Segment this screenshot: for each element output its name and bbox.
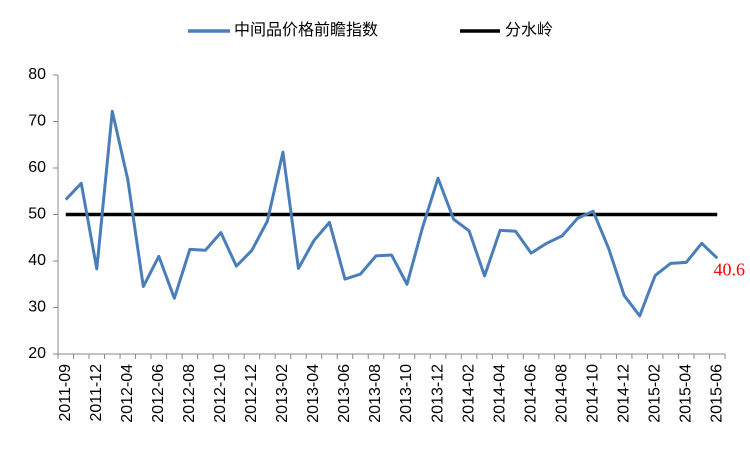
y-tick-label: 80 <box>28 66 46 83</box>
x-tick-label: 2014-04 <box>491 364 508 423</box>
y-tick-label: 40 <box>28 252 46 269</box>
x-tick-label: 2012-08 <box>181 364 198 423</box>
y-tick-label: 50 <box>28 206 46 223</box>
x-tick-label: 2011-12 <box>88 364 105 422</box>
data-label: 40.6 <box>714 259 746 279</box>
x-tick-label: 2014-06 <box>522 364 539 423</box>
x-tick-label: 2013-12 <box>429 364 446 423</box>
x-tick-label: 2014-10 <box>584 364 601 423</box>
x-tick-label: 2014-12 <box>615 364 632 423</box>
x-tick-label: 2013-08 <box>367 364 384 423</box>
x-tick-label: 2013-04 <box>305 364 322 423</box>
x-tick-label: 2012-12 <box>243 364 260 423</box>
x-tick-label: 2012-06 <box>150 364 167 423</box>
y-tick-label: 60 <box>28 159 46 176</box>
x-tick-label: 2012-10 <box>212 364 229 423</box>
data-line <box>64 109 719 318</box>
y-tick-label: 70 <box>28 113 46 130</box>
x-tick-label: 2012-04 <box>119 364 136 423</box>
x-tick-label: 2014-08 <box>553 364 570 423</box>
x-tick-label: 2015-04 <box>677 364 694 423</box>
x-tick-label: 2013-02 <box>274 364 291 423</box>
x-tick-label: 2015-02 <box>646 364 663 423</box>
x-tick-label: 2015-06 <box>708 364 725 423</box>
legend-label: 分水岭 <box>505 21 553 39</box>
x-tick-label: 2011-09 <box>57 364 74 422</box>
x-tick-label: 2013-10 <box>398 364 415 423</box>
legend-label: 中间品价格前瞻指数 <box>234 21 378 39</box>
y-tick-label: 30 <box>28 299 46 316</box>
y-tick-label: 20 <box>28 345 46 362</box>
x-tick-label: 2014-02 <box>460 364 477 423</box>
x-tick-label: 2013-06 <box>336 364 353 423</box>
